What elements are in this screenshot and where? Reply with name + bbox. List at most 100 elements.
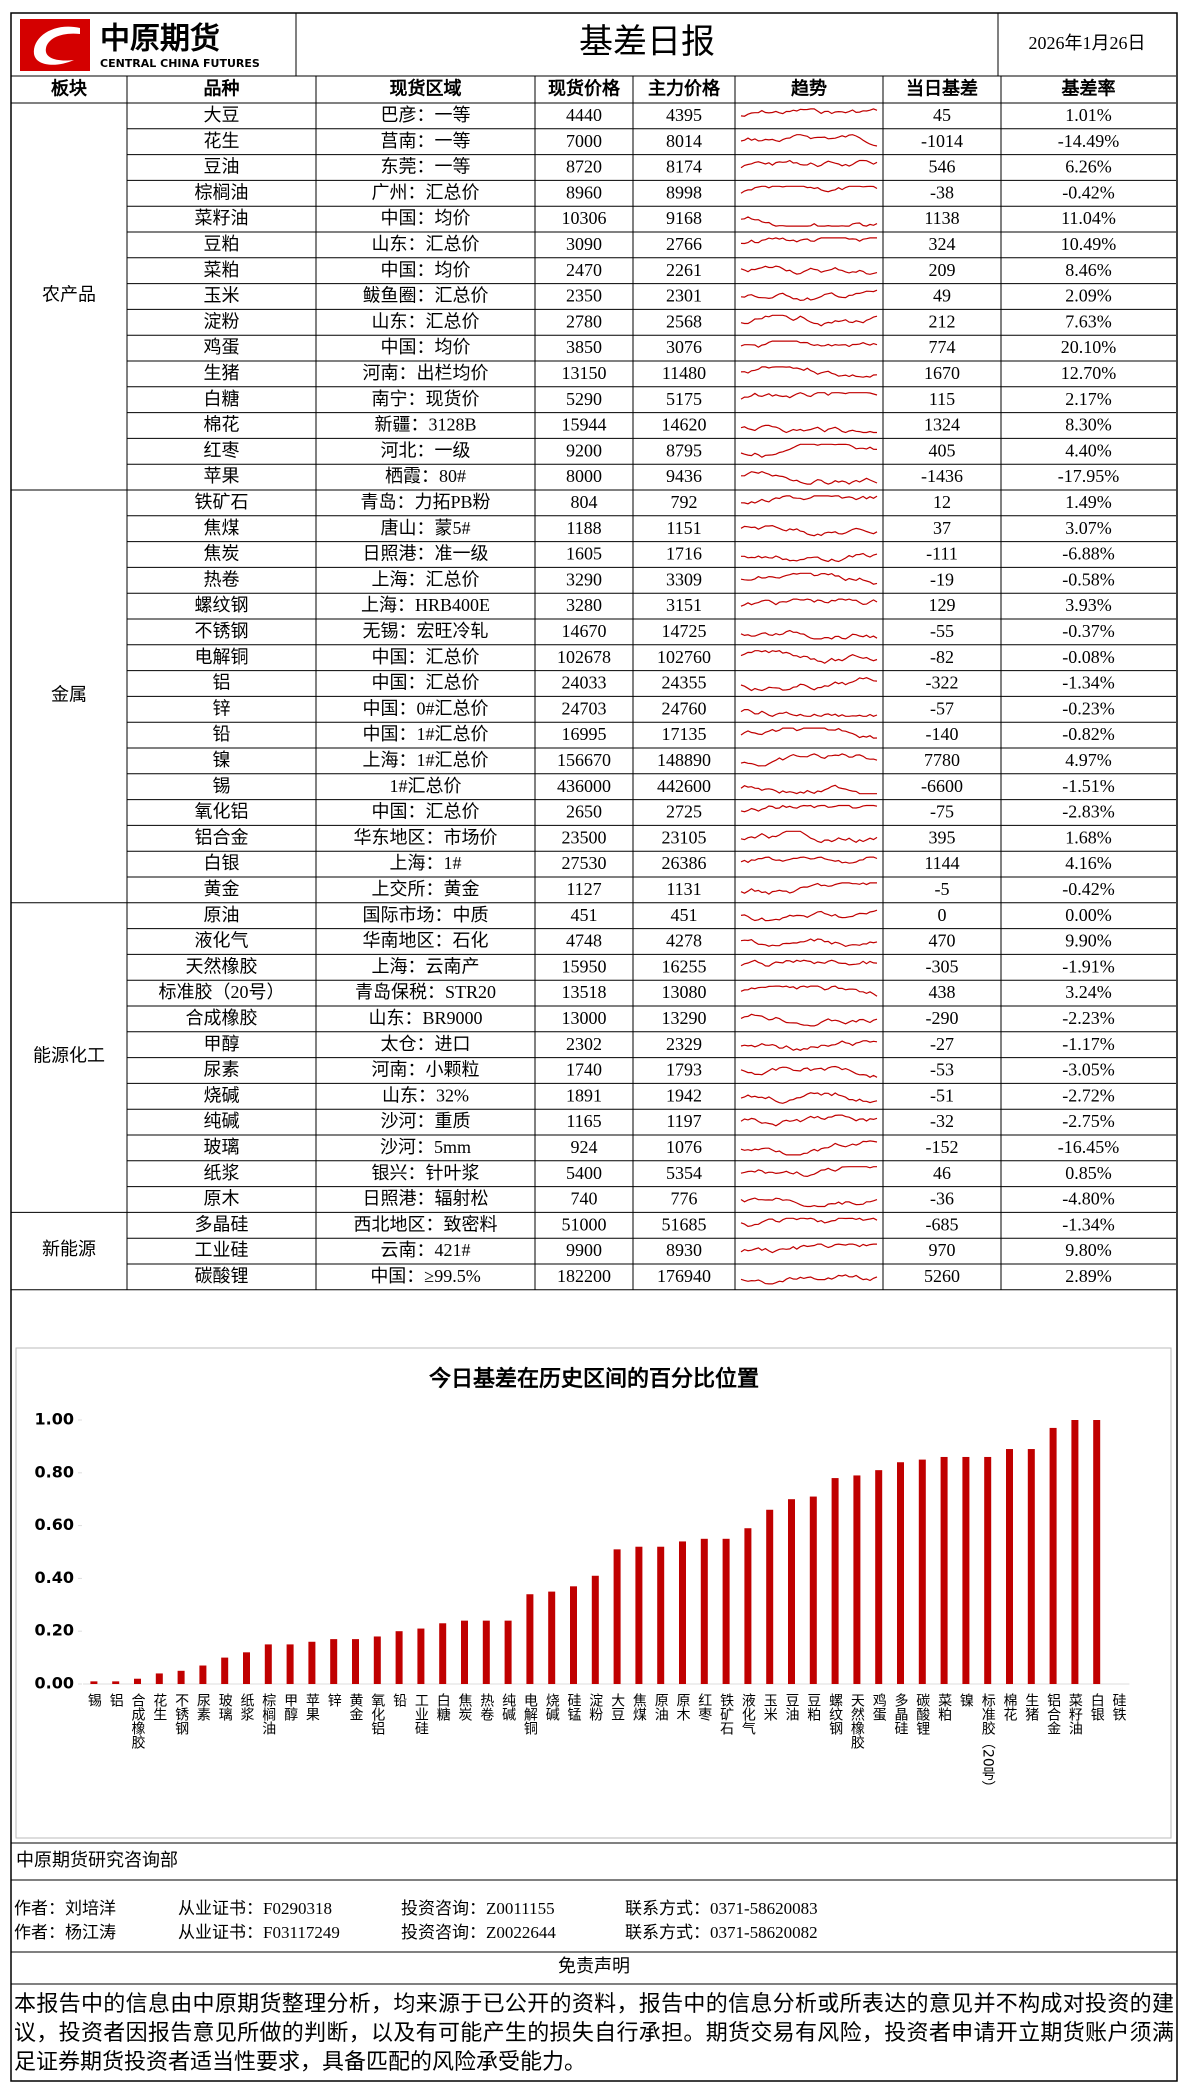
logo-en: CENTRAL CHINA FUTURES [100,57,260,70]
cell-text: 970 [929,1240,956,1260]
cell-text: 玉米 [204,286,240,306]
cell-text: 鸡蛋 [204,337,240,357]
cell-text: 9168 [666,208,702,228]
sparkline [740,909,878,922]
cell-text: 395 [929,827,956,847]
cell-text: 11480 [662,363,706,383]
x-tick-label: 鸡蛋 [871,1692,887,1722]
basis-rate: -2.83% [1062,802,1115,822]
cell-text: 日照港：准一级 [363,544,489,564]
cell-text: -6600 [921,776,963,796]
author-info: 作者：刘培洋 [14,1899,116,1918]
cell-text: 2301 [666,286,702,306]
bar [264,1644,272,1684]
bar [1093,1420,1101,1684]
x-tick-label: 工业硅 [413,1693,429,1735]
cell-text: 8014 [666,131,702,151]
basis-rate: 4.40% [1065,440,1112,460]
cell-text: 7000 [566,131,602,151]
cell-text: 2302 [566,1034,602,1054]
x-tick-label: 硅锰 [566,1693,582,1721]
sparkline [740,185,878,194]
basis-rate: 20.10% [1061,337,1117,357]
cell-text: 铅 [213,724,231,744]
author-info: 联系方式：0371-58620083 [625,1899,818,1918]
cell-text: 原油 [204,905,240,925]
cell-text: 沙河：重质 [381,1111,471,1131]
sparkline [740,134,878,147]
sparkline [740,340,878,348]
cell-text: 日照港：辐射松 [363,1189,489,1209]
cell-text: 太仓：进口 [381,1034,471,1054]
cell-text: 3280 [566,595,602,615]
cell-text: 菜籽油 [195,208,249,228]
cell-text: -57 [930,698,954,718]
bar [897,1462,904,1684]
cell-text: -685 [926,1214,959,1234]
basis-rate: -16.45% [1058,1137,1120,1157]
sparkline [740,216,878,227]
cell-text: 51000 [562,1214,607,1234]
cell-text: 2470 [566,260,602,280]
cell-text: -27 [930,1034,954,1054]
bar [461,1620,468,1684]
cell-text: 锡 [213,776,231,796]
cell-text: 16995 [562,724,607,744]
basis-rate: -2.23% [1062,1008,1115,1028]
sparkline [740,677,878,692]
sector-label: 新能源 [42,1239,96,1259]
cell-text: 102760 [657,647,711,667]
report-title: 基差日报 [579,23,715,61]
cell-text: 莒南：一等 [381,131,471,151]
cell-text: 0 [938,905,947,925]
cell-text: 中国：均价 [381,337,471,357]
cell-text: 尿素 [204,1060,240,1080]
sparkline [740,830,878,844]
basis-rate: -0.42% [1062,879,1115,899]
sector-label: 金属 [51,685,87,705]
cell-text: 碳酸锂 [195,1266,249,1286]
sparkline [740,938,878,948]
cell-text: 2329 [666,1034,702,1054]
x-tick-label: 锌 [326,1693,342,1707]
cell-text: 热卷 [204,569,240,589]
cell-text: 8000 [566,466,602,486]
cell-text: -1436 [921,466,963,486]
x-tick-label: 铝合金 [1045,1693,1061,1735]
cell-text: 1942 [666,1085,702,1105]
x-tick-label: 白银 [1089,1693,1105,1721]
disclaimer-title: 免责声明 [558,1956,630,1976]
cell-text: 上海：汇总价 [372,569,480,589]
cell-text: 27530 [562,853,607,873]
x-tick-label: 苹果 [304,1693,320,1721]
cell-text: 中国：0#汇总价 [363,698,489,718]
cell-text: 2350 [566,286,602,306]
cell-text: -322 [926,673,959,693]
author-info: 从业证书：F0290318 [178,1899,332,1918]
sparkline [740,1040,878,1051]
cell-text: 14725 [662,621,707,641]
bar [373,1636,381,1684]
sparkline [740,1092,878,1104]
cell-text: -5 [935,879,950,899]
basis-rate: 8.46% [1065,260,1112,280]
cell-text: 5400 [566,1163,602,1183]
x-tick-label: 电解铜 [522,1693,538,1736]
sparkline [740,856,878,864]
cell-text: 2780 [566,311,602,331]
bar [657,1546,665,1684]
cell-text: 棕榈油 [195,182,249,202]
bar [286,1644,294,1684]
cell-text: 1197 [666,1111,701,1131]
cell-text: 1188 [566,518,601,538]
cell-text: 2568 [666,311,702,331]
x-tick-label: 纯碱 [500,1693,516,1721]
x-tick-label: 豆油 [784,1693,800,1721]
cell-text: 1891 [566,1085,602,1105]
column-header: 现货价格 [548,78,621,99]
cell-text: 12 [933,492,951,512]
x-tick-label: 黄金 [348,1692,364,1721]
cell-text: 13290 [662,1008,707,1028]
basis-rate: 3.24% [1065,982,1112,1002]
